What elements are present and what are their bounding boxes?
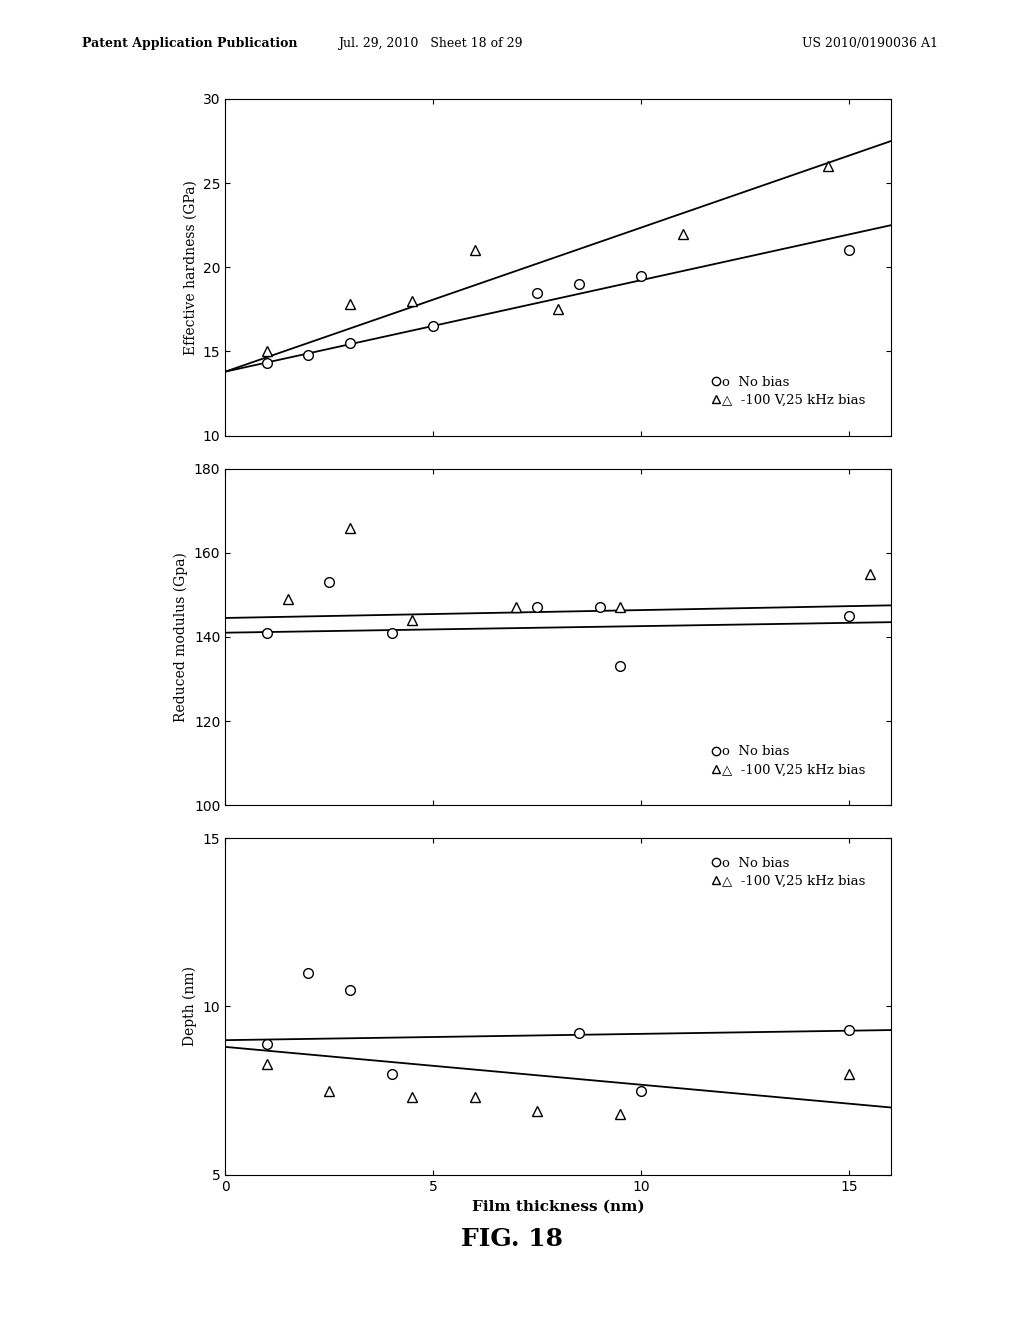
Text: US 2010/0190036 A1: US 2010/0190036 A1 xyxy=(803,37,938,50)
Y-axis label: Effective hardness (GPa): Effective hardness (GPa) xyxy=(183,180,198,355)
Legend: o  No bias, △  -100 V,25 kHz bias: o No bias, △ -100 V,25 kHz bias xyxy=(710,371,871,412)
Y-axis label: Depth (nm): Depth (nm) xyxy=(183,966,198,1047)
X-axis label: Film thickness (nm): Film thickness (nm) xyxy=(472,1199,644,1213)
Y-axis label: Reduced modulus (Gpa): Reduced modulus (Gpa) xyxy=(174,552,188,722)
Text: Patent Application Publication: Patent Application Publication xyxy=(82,37,297,50)
Legend: o  No bias, △  -100 V,25 kHz bias: o No bias, △ -100 V,25 kHz bias xyxy=(710,851,871,894)
Text: Jul. 29, 2010   Sheet 18 of 29: Jul. 29, 2010 Sheet 18 of 29 xyxy=(338,37,522,50)
Legend: o  No bias, △  -100 V,25 kHz bias: o No bias, △ -100 V,25 kHz bias xyxy=(710,741,871,781)
Text: FIG. 18: FIG. 18 xyxy=(461,1228,563,1251)
